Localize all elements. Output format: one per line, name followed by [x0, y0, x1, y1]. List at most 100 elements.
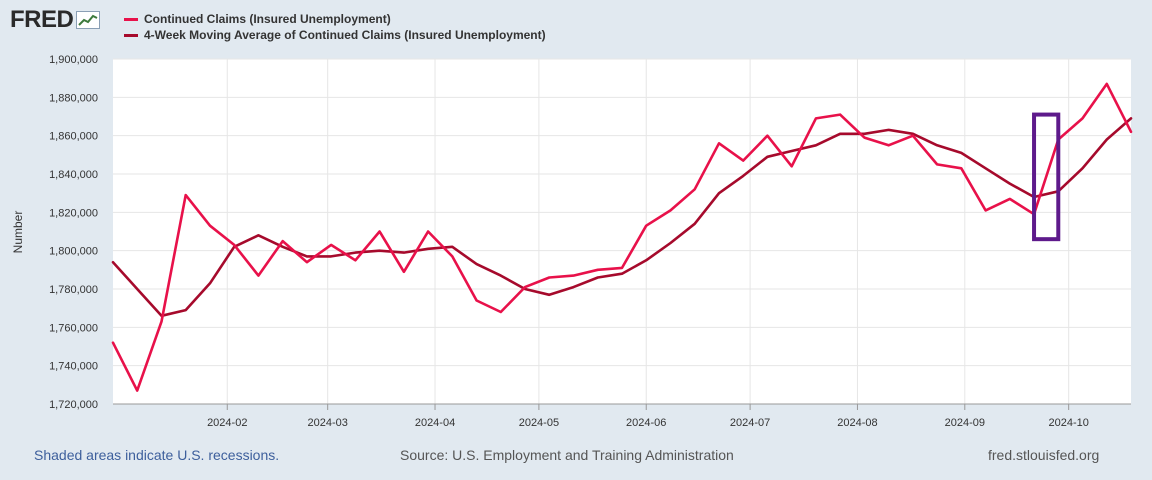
data-point-moving-average[interactable] — [668, 241, 673, 246]
legend-swatch-continued-claims — [124, 17, 138, 21]
data-point-continued-claims[interactable] — [377, 229, 382, 234]
series-line-continued-claims[interactable] — [111, 82, 1133, 392]
data-point-continued-claims[interactable] — [304, 260, 309, 265]
y-tick-label: 1,860,000 — [49, 131, 98, 143]
data-point-moving-average[interactable] — [111, 260, 116, 265]
data-point-moving-average[interactable] — [304, 254, 309, 259]
y-tick-label: 1,880,000 — [49, 92, 98, 104]
data-point-moving-average[interactable] — [571, 285, 576, 290]
data-point-continued-claims[interactable] — [789, 164, 794, 169]
data-point-moving-average[interactable] — [183, 308, 188, 313]
data-point-continued-claims[interactable] — [668, 208, 673, 213]
x-tick-label: 2024-04 — [415, 417, 455, 429]
legend-item-continued-claims[interactable]: Continued Claims (Insured Unemployment) — [124, 11, 546, 27]
data-point-continued-claims[interactable] — [474, 298, 479, 303]
legend-item-moving-average[interactable]: 4-Week Moving Average of Continued Claim… — [124, 27, 546, 43]
data-point-continued-claims[interactable] — [741, 158, 746, 163]
legend-swatch-moving-average — [124, 33, 138, 37]
data-point-moving-average[interactable] — [353, 250, 358, 255]
data-point-continued-claims[interactable] — [765, 133, 770, 138]
data-point-continued-claims[interactable] — [886, 143, 891, 148]
data-point-moving-average[interactable] — [644, 258, 649, 263]
data-point-continued-claims[interactable] — [523, 285, 528, 290]
data-point-continued-claims[interactable] — [232, 242, 237, 247]
data-point-continued-claims[interactable] — [716, 141, 721, 146]
data-point-moving-average[interactable] — [716, 191, 721, 196]
data-point-moving-average[interactable] — [838, 131, 843, 136]
data-point-continued-claims[interactable] — [692, 187, 697, 192]
y-tick-label: 1,740,000 — [49, 361, 98, 373]
data-point-moving-average[interactable] — [595, 275, 600, 280]
data-point-continued-claims[interactable] — [1104, 81, 1109, 86]
data-point-continued-claims[interactable] — [595, 267, 600, 272]
data-point-moving-average[interactable] — [959, 150, 964, 155]
data-point-moving-average[interactable] — [741, 173, 746, 178]
data-point-moving-average[interactable] — [135, 287, 140, 292]
data-point-continued-claims[interactable] — [838, 112, 843, 117]
data-point-continued-claims[interactable] — [983, 208, 988, 213]
data-point-moving-average[interactable] — [377, 248, 382, 253]
data-point-continued-claims[interactable] — [547, 275, 552, 280]
data-point-moving-average[interactable] — [886, 127, 891, 132]
data-point-moving-average[interactable] — [450, 244, 455, 249]
data-point-moving-average[interactable] — [789, 149, 794, 154]
x-tick-label: 2024-06 — [626, 417, 666, 429]
data-point-continued-claims[interactable] — [1007, 196, 1012, 201]
data-point-moving-average[interactable] — [620, 271, 625, 276]
data-point-moving-average[interactable] — [1007, 181, 1012, 186]
site-link[interactable]: fred.stlouisfed.org — [988, 447, 1100, 463]
data-point-continued-claims[interactable] — [329, 242, 334, 247]
data-point-continued-claims[interactable] — [862, 135, 867, 140]
fred-logo-text: FRED — [10, 6, 74, 33]
series-line-moving-average[interactable] — [111, 117, 1133, 318]
data-point-continued-claims[interactable] — [620, 265, 625, 270]
data-point-continued-claims[interactable] — [111, 340, 116, 345]
data-point-continued-claims[interactable] — [183, 193, 188, 198]
data-point-continued-claims[interactable] — [426, 229, 431, 234]
y-axis-label: Number — [11, 211, 25, 254]
data-point-continued-claims[interactable] — [910, 133, 915, 138]
data-point-continued-claims[interactable] — [1080, 116, 1085, 121]
y-tick-label: 1,820,000 — [49, 207, 98, 219]
data-point-moving-average[interactable] — [983, 166, 988, 171]
x-tick-label: 2024-08 — [837, 417, 877, 429]
data-point-continued-claims[interactable] — [135, 388, 140, 393]
data-point-moving-average[interactable] — [401, 250, 406, 255]
data-point-moving-average[interactable] — [692, 221, 697, 226]
data-point-moving-average[interactable] — [935, 143, 940, 148]
data-point-continued-claims[interactable] — [644, 223, 649, 228]
data-point-moving-average[interactable] — [1080, 166, 1085, 171]
data-point-moving-average[interactable] — [329, 254, 334, 259]
data-point-moving-average[interactable] — [1129, 116, 1134, 121]
data-point-continued-claims[interactable] — [159, 319, 164, 324]
data-point-moving-average[interactable] — [207, 281, 212, 286]
data-point-moving-average[interactable] — [426, 246, 431, 251]
data-point-continued-claims[interactable] — [401, 269, 406, 274]
x-tick-label: 2024-03 — [307, 417, 347, 429]
legend-label-continued-claims: Continued Claims (Insured Unemployment) — [144, 12, 391, 26]
data-point-moving-average[interactable] — [813, 143, 818, 148]
data-point-continued-claims[interactable] — [813, 116, 818, 121]
data-point-moving-average[interactable] — [765, 154, 770, 159]
data-point-continued-claims[interactable] — [256, 273, 261, 278]
line-chart[interactable]: 1,720,000 1,740,000 1,760,000 1,780,000 1,80… — [0, 0, 1152, 440]
data-point-continued-claims[interactable] — [1129, 129, 1134, 134]
data-point-continued-claims[interactable] — [571, 273, 576, 278]
data-point-moving-average[interactable] — [1104, 137, 1109, 142]
data-point-moving-average[interactable] — [474, 262, 479, 267]
data-point-continued-claims[interactable] — [450, 254, 455, 259]
highlight-box — [1032, 112, 1061, 242]
data-point-moving-average[interactable] — [256, 233, 261, 238]
data-point-continued-claims[interactable] — [935, 162, 940, 167]
fred-logo[interactable]: FRED — [10, 6, 101, 34]
data-point-continued-claims[interactable] — [280, 239, 285, 244]
data-point-continued-claims[interactable] — [207, 223, 212, 228]
data-point-continued-claims[interactable] — [959, 166, 964, 171]
legend-label-moving-average: 4-Week Moving Average of Continued Claim… — [144, 28, 546, 42]
data-point-continued-claims[interactable] — [498, 310, 503, 315]
y-tick-label: 1,840,000 — [49, 169, 98, 181]
data-point-moving-average[interactable] — [498, 273, 503, 278]
data-point-moving-average[interactable] — [547, 292, 552, 297]
data-point-continued-claims[interactable] — [353, 258, 358, 263]
x-tick-label: 2024-05 — [519, 417, 559, 429]
